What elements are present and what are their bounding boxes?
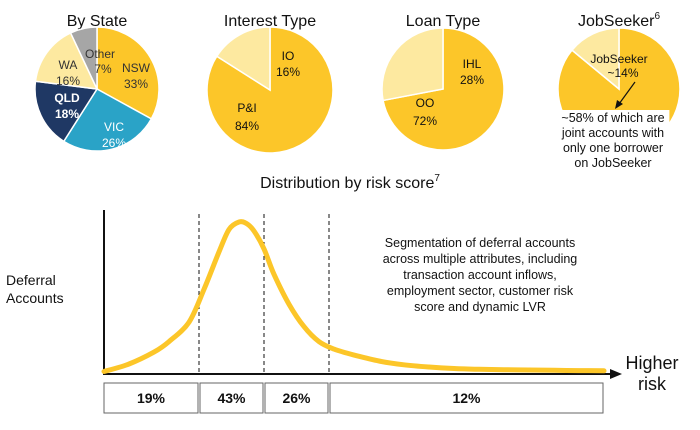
segment-box-2	[199, 382, 264, 414]
y-axis-label-line: Accounts	[6, 290, 64, 306]
risk-distribution-chart: Distribution by risk score7 Deferral Acco…	[6, 173, 679, 414]
pie-slice-nsw	[96, 26, 160, 120]
segmentation-note-line: employment sector, customer risk	[387, 284, 574, 298]
segmentation-note-line: across multiple attributes, including	[383, 252, 578, 266]
slice-label-jobseeker: JobSeeker	[590, 52, 647, 66]
x-axis-arrowhead	[610, 369, 622, 379]
segment-label-4: 12%	[452, 390, 481, 406]
segment-box-1	[103, 382, 199, 414]
distribution-curve-group	[101, 219, 607, 374]
slice-value-qld: 18%	[55, 107, 79, 121]
segment-box-3	[264, 382, 329, 414]
pie-slice-qld	[34, 80, 99, 143]
slice-label-qld: QLD	[54, 91, 80, 105]
segmentation-note: Segmentation of deferral accounts across …	[383, 236, 578, 314]
segment-label-2: 43%	[217, 390, 246, 406]
slice-label-nsw: NSW	[122, 61, 151, 75]
segment-label-1: 19%	[137, 390, 166, 406]
pie-slice-ihl	[381, 27, 444, 102]
y-axis-label-line: Deferral	[6, 272, 56, 288]
slice-label-ihl: IHL	[463, 57, 482, 71]
pie-title: Interest Type	[224, 13, 316, 30]
pie-slice-wa	[34, 31, 99, 90]
segment-dividers	[198, 214, 330, 372]
slice-label-other: Other	[85, 47, 115, 61]
slice-value-other: 7%	[94, 62, 112, 76]
pie-title: Loan Type	[406, 13, 481, 30]
annotation-line: ~58% of which are	[561, 111, 664, 125]
segment-label-3: 26%	[282, 390, 311, 406]
slice-label-oo: OO	[416, 96, 435, 110]
segment-boxes: 19% 43% 26% 12%	[103, 382, 604, 414]
slice-value-p-i: 84%	[235, 119, 259, 133]
slice-value-wa: 16%	[56, 74, 80, 88]
pie-loan-type: Loan Type OO 72% IHL 28%	[381, 13, 505, 151]
x-axis-label-line: risk	[638, 374, 667, 394]
annotation-bg	[556, 110, 670, 125]
segmentation-note-line: score and dynamic LVR	[414, 300, 546, 314]
pie-interest-type: Interest Type P&I 84% IO 16%	[206, 13, 334, 154]
annotation-line: only one borrower	[563, 141, 663, 155]
slice-label-io: IO	[282, 49, 295, 63]
annotation-arrow-line	[618, 81, 636, 105]
distribution-curve	[101, 219, 607, 374]
slice-value-vic: 26%	[102, 136, 126, 150]
slice-label-p-i: P&I	[237, 101, 256, 115]
segment-box-4	[329, 382, 604, 414]
slice-value-oo: 72%	[413, 114, 437, 128]
slice-value-ihl: 28%	[460, 73, 484, 87]
segmentation-note-line: transaction account inflows,	[403, 268, 557, 282]
annotation-line: on JobSeeker	[574, 156, 651, 170]
segmentation-note-line: Segmentation of deferral accounts	[385, 236, 575, 250]
pie-slice-vic	[62, 88, 153, 152]
pie-title: JobSeeker6	[578, 11, 661, 30]
slice-value-nsw: 33%	[124, 77, 148, 91]
annotation-bg	[556, 140, 670, 155]
annotation-bg	[572, 155, 654, 170]
distribution-title: Distribution by risk score7	[260, 173, 440, 192]
pie-slice-jobseeker	[570, 27, 620, 91]
slice-label-vic: VIC	[104, 120, 124, 134]
slice-value-io: 16%	[276, 65, 300, 79]
slice-label-wa: WA	[59, 58, 78, 72]
pie-title: By State	[67, 13, 128, 30]
annotation-line: joint accounts with	[561, 126, 664, 140]
pie-slice-io	[215, 26, 271, 92]
y-axis-label: Deferral Accounts	[6, 272, 64, 306]
annotation-bg	[550, 125, 676, 140]
pie-slice-other	[69, 26, 98, 90]
distribution-axes	[103, 210, 622, 379]
annotation-arrowhead	[615, 100, 623, 109]
x-axis-label-line: Higher	[625, 353, 678, 373]
slice-value-jobseeker: ~14%	[607, 66, 638, 80]
